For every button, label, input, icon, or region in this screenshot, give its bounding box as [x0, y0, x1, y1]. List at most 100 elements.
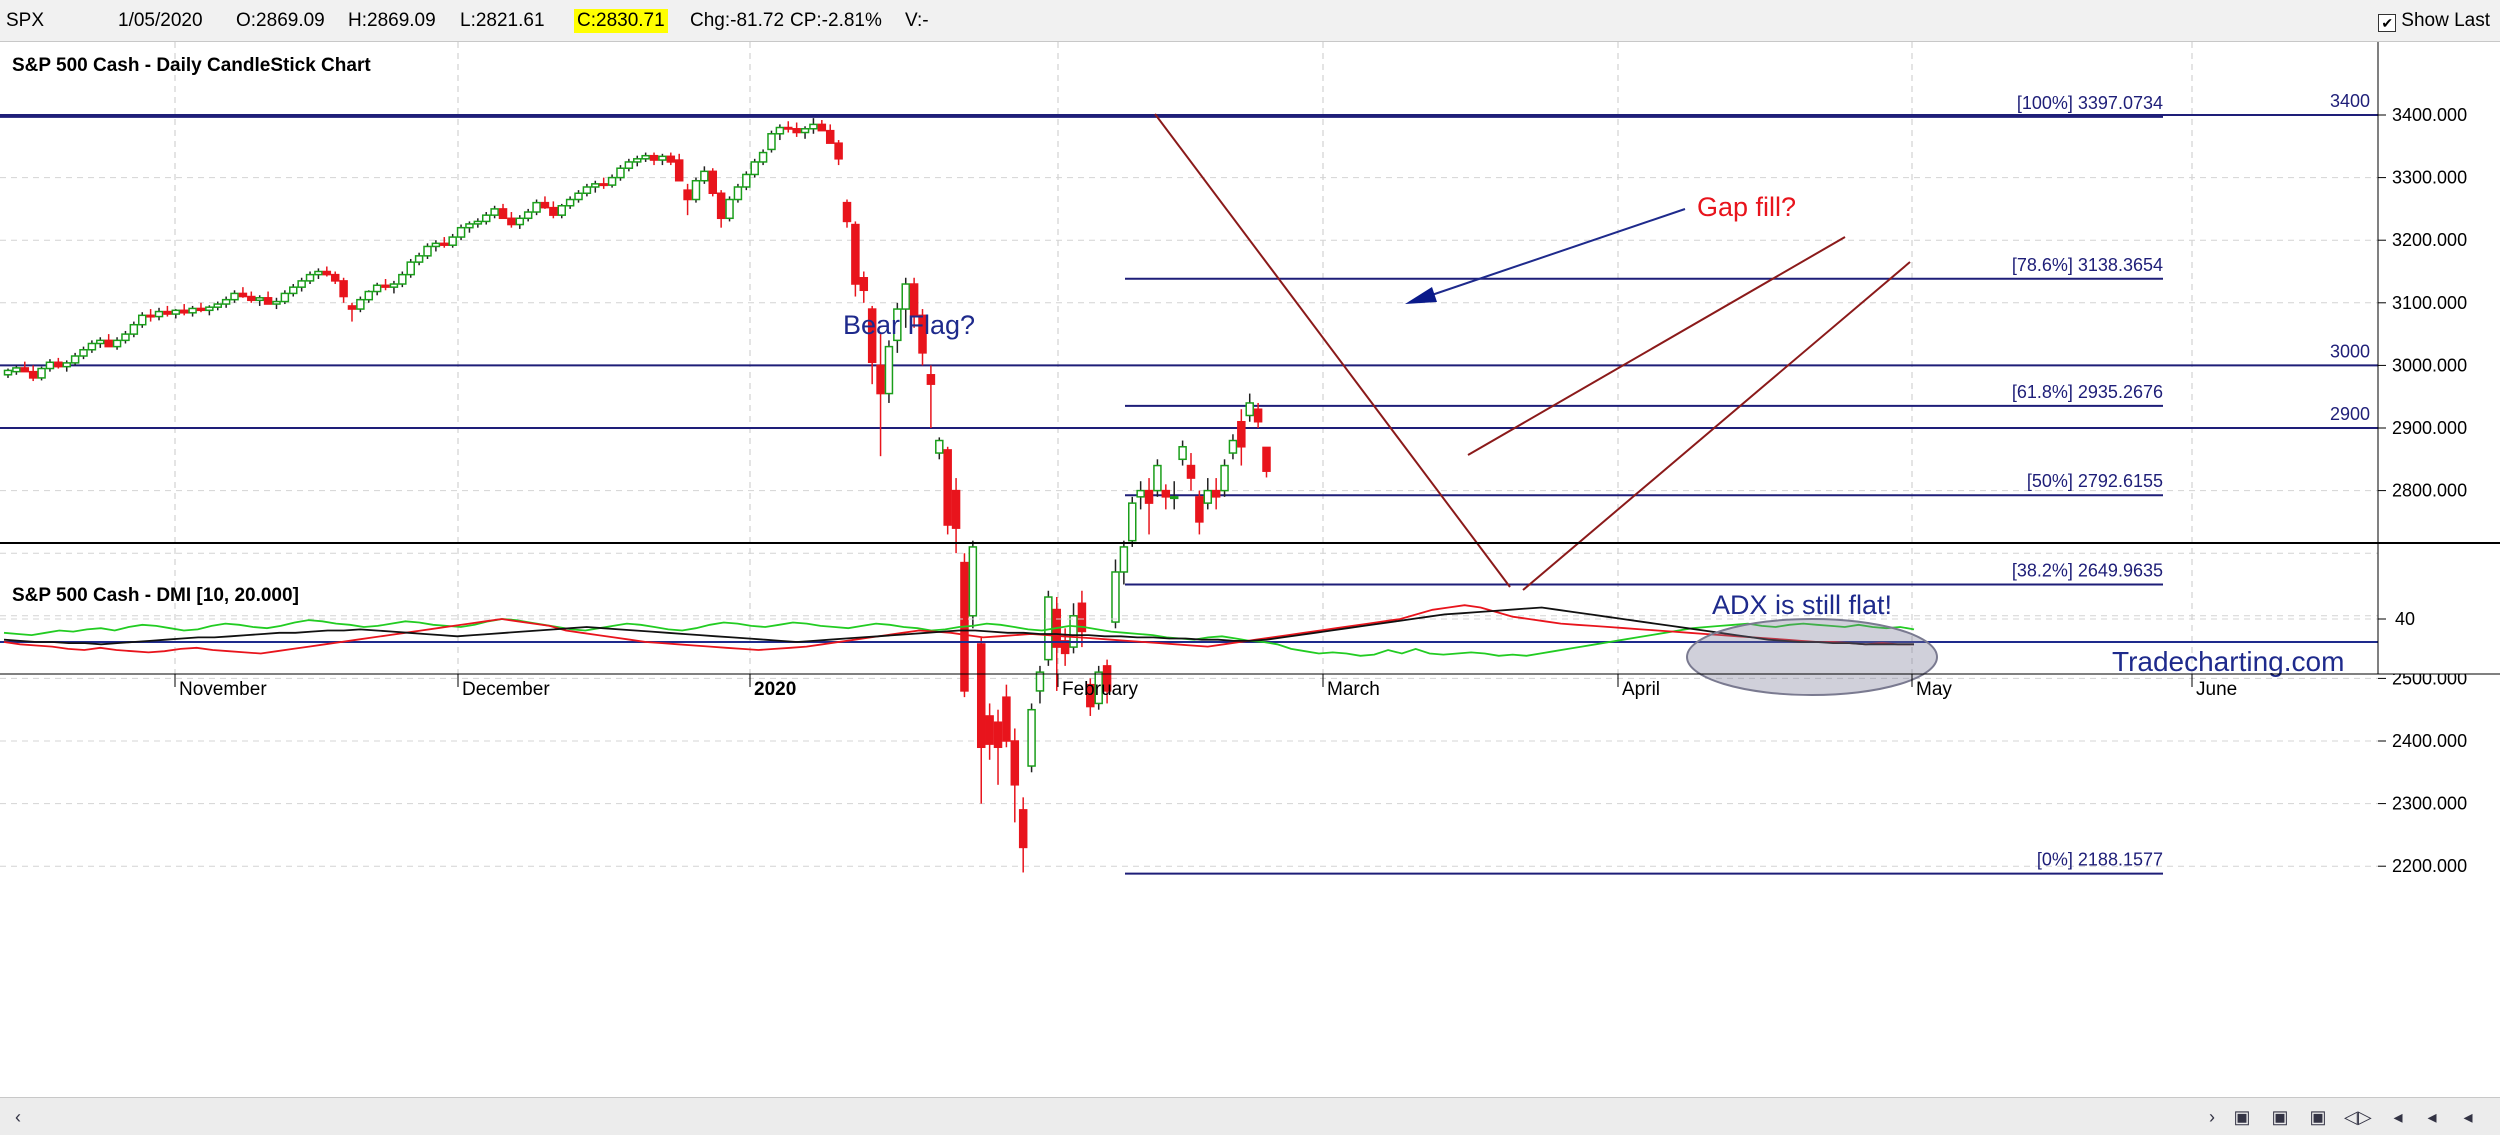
candle [96, 337, 105, 348]
fib-level-label: [38.2%] 2649.9635 [2012, 561, 2163, 581]
candle [507, 212, 516, 228]
month-label: December [462, 679, 550, 700]
symbol-label[interactable]: SPX [6, 10, 45, 31]
candle [406, 258, 415, 278]
candle [322, 266, 332, 277]
annotations: Gap fill? Bear Flag? [843, 192, 1796, 340]
price-level-label: 2900 [2330, 404, 2370, 424]
month-label: June [2196, 679, 2237, 700]
scroll-right-icon[interactable]: › [2209, 1107, 2215, 1127]
candle [1128, 496, 1137, 547]
candle [163, 305, 172, 317]
candle [1010, 728, 1020, 823]
volume-value: V:- [905, 10, 929, 31]
trend-lines [1154, 113, 1911, 591]
candle [809, 118, 818, 134]
price-tick-label: 2200.000 [2392, 856, 2467, 876]
candle [935, 437, 944, 460]
month-label: March [1327, 679, 1380, 700]
candle [951, 478, 961, 554]
candle [859, 271, 869, 303]
candle [423, 243, 432, 259]
candle [70, 352, 80, 366]
candle [221, 296, 231, 308]
candle [993, 709, 1003, 785]
candle [1245, 393, 1254, 422]
checkbox-icon[interactable]: ✔ [2378, 14, 2397, 32]
candle [297, 277, 306, 292]
compress-icon[interactable]: ◁▷ [2344, 1107, 2372, 1127]
fit-icon[interactable]: ▣ [2309, 1107, 2327, 1127]
level-labels: 3400 3000 2900 [2330, 91, 2370, 424]
candle [674, 153, 684, 182]
candle [1203, 478, 1213, 510]
candle [1144, 478, 1154, 535]
change-percent-value: CP:-2.81% [790, 10, 882, 31]
first-icon[interactable]: ◂ [2393, 1107, 2403, 1127]
candle [943, 446, 952, 535]
gap-fill-arrow [1419, 208, 1686, 300]
candle [1094, 665, 1103, 710]
arrow-head-icon [1405, 287, 1437, 304]
candle [314, 268, 323, 280]
dmi-series [0, 604, 2378, 657]
candle [641, 152, 650, 162]
dmi-series-line-0 [3, 618, 1915, 657]
candle [498, 203, 508, 220]
fibonacci-levels [0, 115, 2163, 875]
candle [733, 183, 743, 203]
candle [649, 152, 659, 166]
candle [121, 330, 130, 344]
candle [758, 149, 768, 166]
candle [481, 212, 491, 225]
price-tick-label: 3000.000 [2392, 355, 2467, 375]
fib-level-label: [0%] 2188.1577 [2037, 850, 2163, 870]
chart-area[interactable]: Gap fill? Bear Flag? S&P 500 Cash - Dail… [0, 42, 2500, 1097]
candle [1035, 665, 1045, 704]
candle [607, 174, 617, 188]
candle [37, 366, 46, 381]
candle [532, 199, 541, 216]
candle [213, 301, 222, 311]
candle [784, 121, 793, 133]
month-label: 2020 [754, 679, 796, 700]
candle [549, 201, 558, 219]
candle [1253, 402, 1263, 428]
show-last-label: Show Last [2401, 10, 2490, 31]
candle [289, 284, 298, 297]
scroll-left-icon[interactable]: ‹ [15, 1107, 21, 1127]
candle [28, 365, 38, 382]
candle [456, 224, 466, 241]
dmi-chart-title: S&P 500 Cash - DMI [10, 20.000] [12, 585, 299, 606]
candle [238, 287, 248, 298]
candle [1178, 440, 1187, 466]
candle [1102, 659, 1112, 704]
candle [834, 140, 843, 166]
candle [792, 122, 801, 137]
zoom-out-icon[interactable]: ▣ [2271, 1107, 2289, 1127]
candle [490, 205, 499, 219]
price-tick-label: 3300.000 [2392, 168, 2467, 188]
candle [825, 124, 835, 144]
price-tick-label: 3100.000 [2392, 293, 2467, 313]
price-axis: 3400.000 3300.000 3200.000 3100.000 3000.000… [2378, 105, 2467, 876]
candle [1220, 459, 1229, 497]
candle [1069, 603, 1078, 654]
candle [523, 208, 533, 222]
candle [968, 540, 978, 629]
zoom-in-icon[interactable]: ▣ [2233, 1107, 2251, 1127]
candle [205, 305, 214, 316]
candle [515, 215, 525, 229]
show-last-toggle[interactable]: ✔ Show Last [2378, 9, 2490, 33]
next-icon[interactable]: ◂ [2463, 1107, 2473, 1127]
high-value: H:2869.09 [348, 10, 436, 31]
previous-icon[interactable]: ◂ [2427, 1107, 2437, 1127]
candle [1169, 481, 1179, 510]
price-level-label: 3400 [2330, 91, 2370, 111]
wedge-lower-line [1522, 261, 1911, 591]
price-tick-label: 2300.000 [2392, 794, 2467, 814]
candle [725, 196, 734, 222]
scroll-bar[interactable]: ‹ › ▣ ▣ ▣ ◁▷ ◂ ◂ ◂ [0, 1097, 2500, 1135]
candle [1153, 459, 1162, 497]
candle [188, 305, 197, 317]
